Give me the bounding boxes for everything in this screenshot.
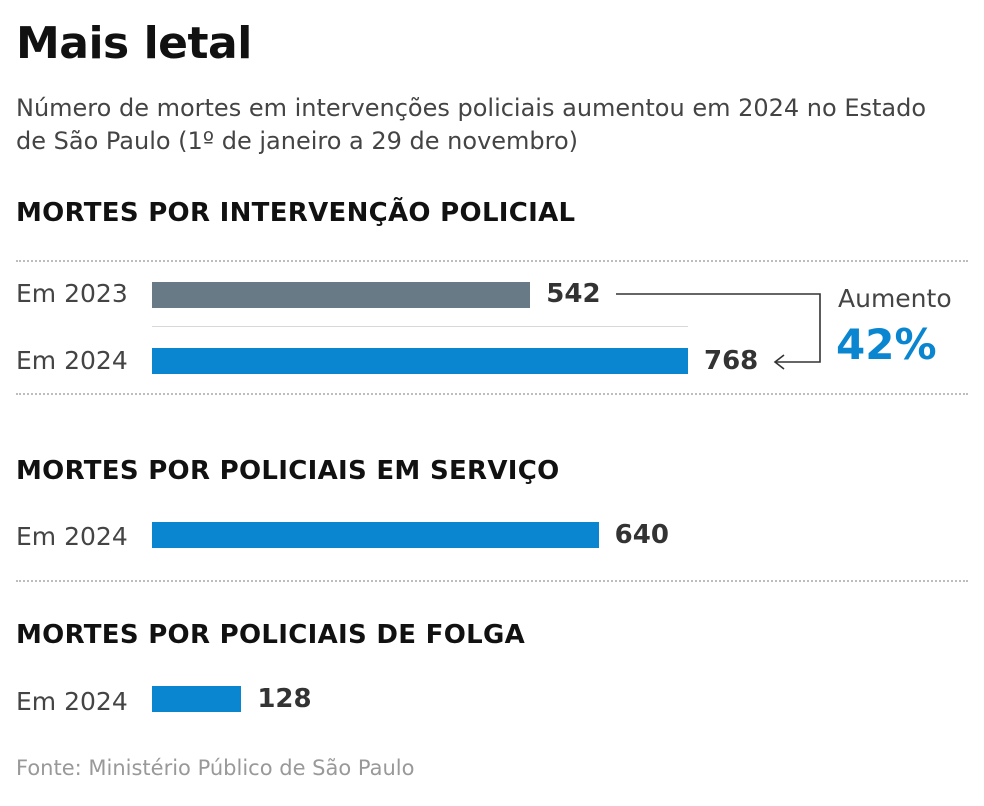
source-note: Fonte: Ministério Público de São Paulo bbox=[16, 756, 415, 780]
increase-percent: 42% bbox=[836, 320, 937, 369]
chart-subtitle: Número de mortes em intervenções policia… bbox=[16, 94, 927, 155]
value-folga-2024: 128 bbox=[257, 684, 312, 714]
bar-intervencao-2023 bbox=[152, 282, 531, 308]
section-title-folga: MORTES POR POLICIAIS DE FOLGA bbox=[16, 620, 526, 650]
row-label-2023: Em 2023 bbox=[16, 279, 128, 308]
value-intervencao-2024: 768 bbox=[704, 346, 759, 376]
divider bbox=[16, 393, 968, 395]
divider bbox=[16, 260, 968, 262]
bar-servico-2024 bbox=[152, 522, 599, 548]
value-servico-2024: 640 bbox=[614, 520, 669, 550]
increase-label: Aumento bbox=[838, 284, 952, 313]
value-intervencao-2023: 542 bbox=[546, 279, 601, 309]
section-title-servico: MORTES POR POLICIAIS EM SERVIÇO bbox=[16, 456, 560, 486]
bar-intervencao-2024 bbox=[152, 348, 688, 374]
chart-title: Mais letal bbox=[16, 18, 252, 69]
row-label-2024: Em 2024 bbox=[16, 346, 128, 375]
divider bbox=[152, 326, 688, 327]
row-label-2024: Em 2024 bbox=[16, 687, 128, 716]
bar-folga-2024 bbox=[152, 686, 242, 712]
section-title-intervencao: MORTES POR INTERVENÇÃO POLICIAL bbox=[16, 198, 576, 228]
row-label-2024: Em 2024 bbox=[16, 522, 128, 551]
divider bbox=[16, 580, 968, 582]
